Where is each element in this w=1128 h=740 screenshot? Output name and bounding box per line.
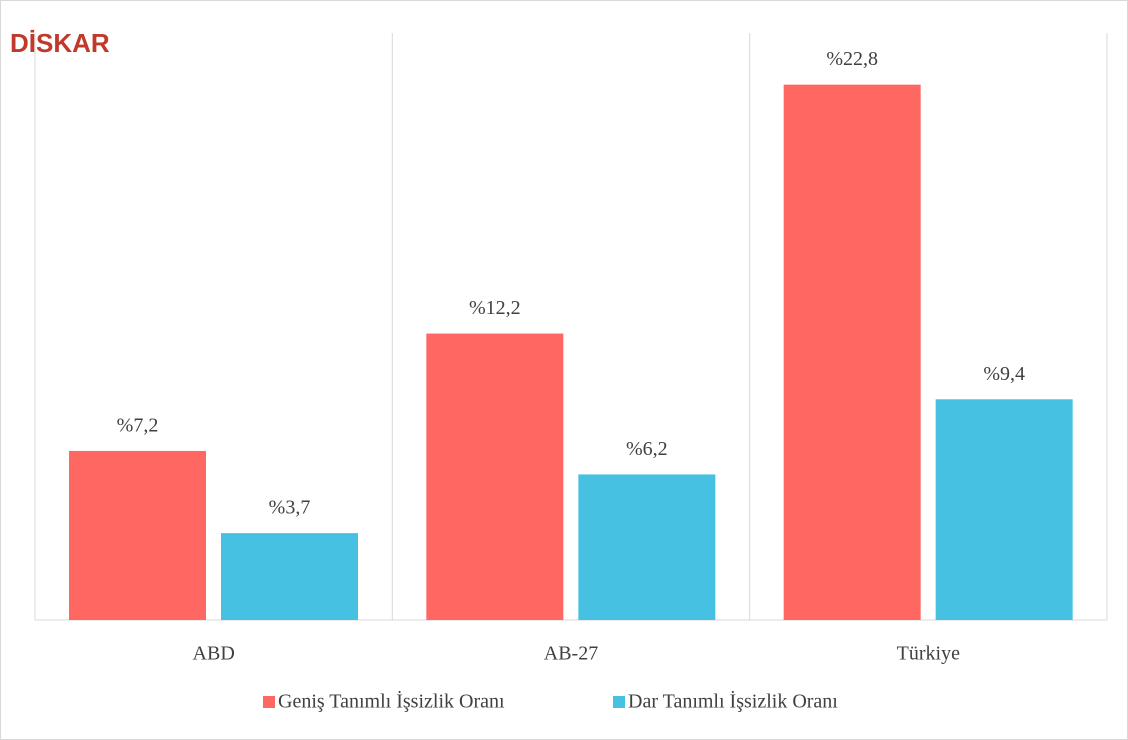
value-label: %7,2: [117, 415, 159, 437]
value-label: %9,4: [983, 363, 1025, 385]
value-label: %3,7: [269, 497, 311, 519]
value-label: %6,2: [626, 438, 668, 460]
bar: [426, 333, 564, 620]
legend-swatch: [263, 696, 275, 708]
value-label: %12,2: [469, 297, 521, 319]
bar: [783, 84, 921, 620]
bar: [578, 474, 716, 620]
legend-swatch: [613, 696, 625, 708]
x-tick-label: Türkiye: [897, 643, 960, 665]
bar: [69, 450, 206, 620]
bar: [221, 533, 358, 620]
legend-label: Dar Tanımlı İşsizlik Oranı: [628, 690, 838, 713]
bar: [935, 399, 1073, 620]
value-label: %22,8: [826, 48, 878, 70]
logo: DİSKAR: [10, 28, 110, 58]
x-tick-label: ABD: [193, 643, 235, 665]
x-tick-label: AB-27: [544, 643, 598, 665]
legend-label: Geniş Tanımlı İşsizlik Oranı: [278, 690, 505, 713]
